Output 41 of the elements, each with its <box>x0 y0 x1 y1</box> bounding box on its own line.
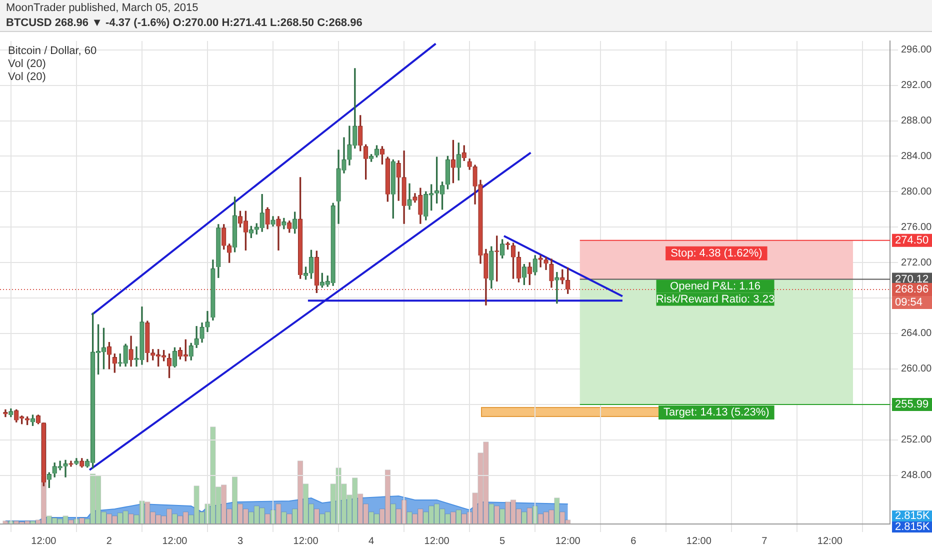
band-label: Target: 14.13 (5.23%) <box>664 406 770 418</box>
chart-subtitle: BTCUSD 268.96 ▼ -4.37 (-1.6%) O:270.00 H:271.41 L:268.50 C:268.96 <box>6 17 362 29</box>
y-tick-label: 288.00 <box>901 116 932 127</box>
y-tick-label: 260.00 <box>901 364 932 375</box>
text: 09:54 <box>895 296 923 309</box>
ref-line-label: 274.50 <box>895 234 929 246</box>
candlestick <box>276 216 281 250</box>
y-tick-label: 276.00 <box>901 222 932 233</box>
x-tick-label: 12:00 <box>555 536 581 547</box>
y-tick-label: 264.00 <box>901 328 932 340</box>
y-tick-label: 252.00 <box>901 434 932 446</box>
annotation: Risk/Reward Ratio: 3.23 <box>656 293 775 306</box>
x-tick-label: 3 <box>237 536 244 547</box>
x-tick-label: 12:00 <box>293 536 319 547</box>
y-tick-label: 272.00 <box>901 257 932 268</box>
chart-title: MoonTrader published, March 05, 2015 <box>6 2 198 14</box>
text: 2.815K <box>895 510 931 522</box>
x-tick-label: 12:00 <box>162 536 188 547</box>
ref-line-label: 270.12 <box>895 273 929 286</box>
x-tick-label: 5 <box>500 536 506 547</box>
band-label: Stop: 4.38 (1.62%) <box>670 247 762 260</box>
x-tick-label: 6 <box>630 536 637 547</box>
annotation: Bitcoin / Dollar, 60 <box>8 45 97 58</box>
annotation: Vol (20) <box>8 71 46 84</box>
annotation: Opened P&L: 1.16 <box>670 280 761 292</box>
y-tick-label: 248.00 <box>901 470 932 482</box>
y-tick-label: 284.00 <box>901 150 932 162</box>
x-tick-label: 12:00 <box>31 536 57 547</box>
x-tick-label: 2 <box>106 536 112 547</box>
x-tick-label: 12:00 <box>424 536 450 547</box>
ref-line-label: 255.99 <box>895 398 929 410</box>
ref-line-label: 268.96 <box>895 284 929 296</box>
x-tick-label: 4 <box>368 536 375 547</box>
y-tick-label: 280.00 <box>901 186 932 198</box>
x-tick-label: 12:00 <box>686 536 712 547</box>
y-tick-label: 296.00 <box>901 44 932 56</box>
annotation: Vol (20) <box>8 58 46 70</box>
text: 2.815K <box>895 521 931 534</box>
x-tick-label: 7 <box>762 536 768 547</box>
x-tick-label: 12:00 <box>817 536 843 547</box>
y-tick-label: 292.00 <box>901 80 932 92</box>
